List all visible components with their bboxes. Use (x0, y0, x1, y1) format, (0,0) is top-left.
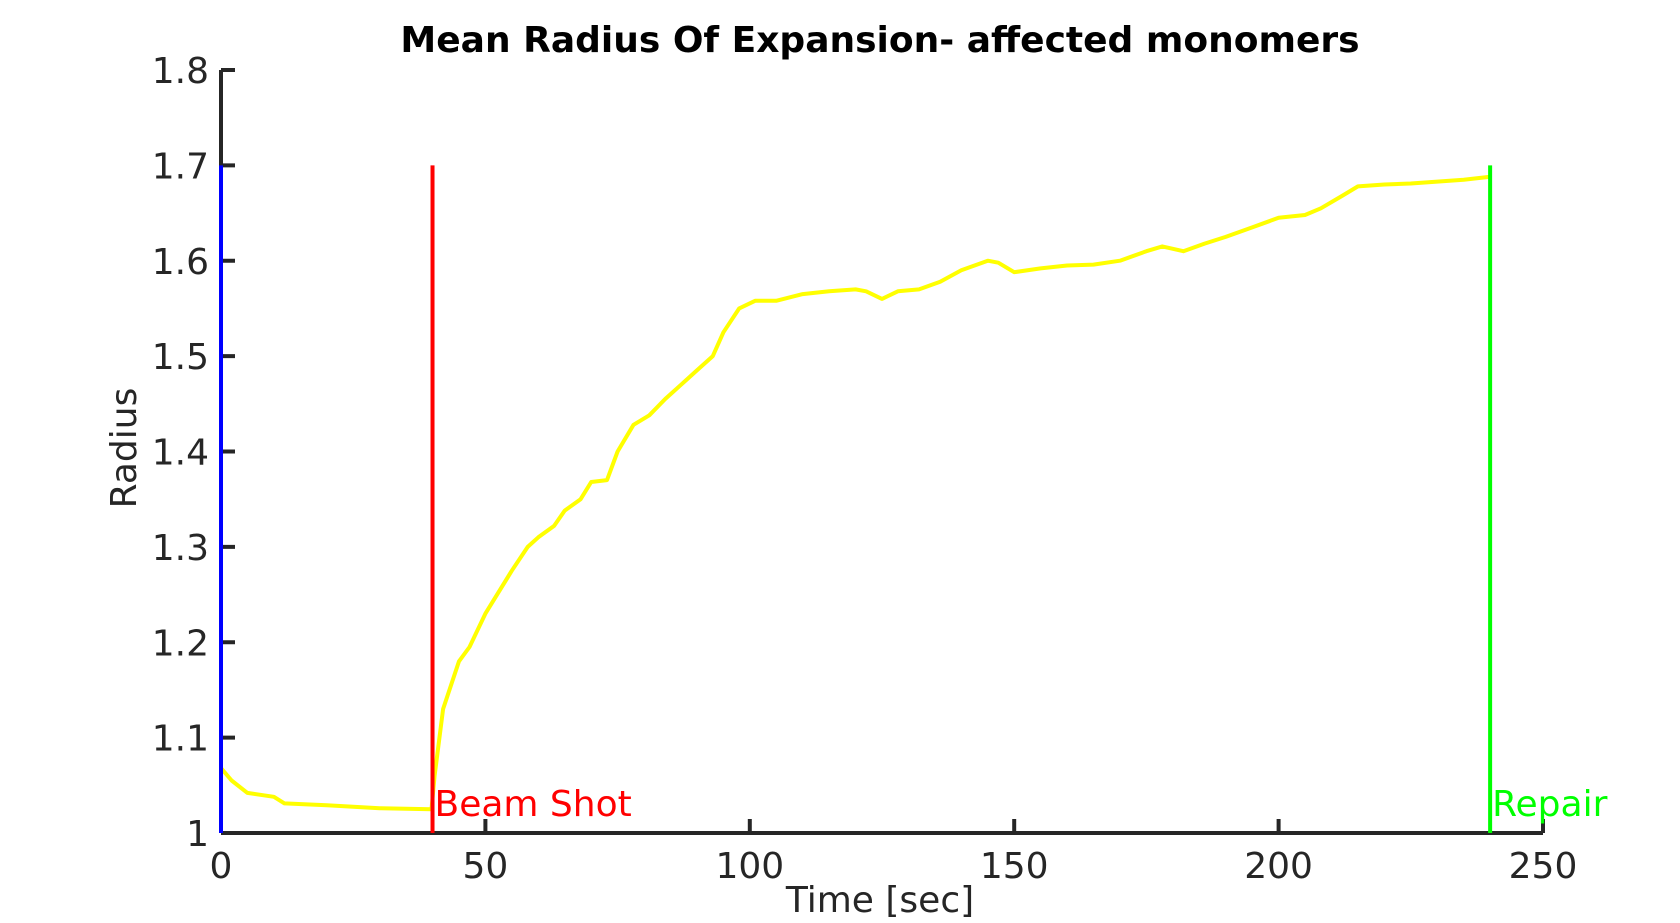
x-tick-label: 200 (1244, 846, 1313, 887)
x-tick-label: 50 (462, 846, 508, 887)
event-label: Repair (1492, 784, 1607, 825)
x-tick-label: 100 (715, 846, 784, 887)
series-line (219, 174, 1491, 812)
y-tick-label: 1.8 (152, 51, 209, 92)
y-tick-label: 1.5 (152, 337, 209, 378)
plot-area: Beam Shot Repair (219, 165, 1608, 833)
y-axis-label: Radius (104, 388, 145, 509)
y-tick-label: 1.2 (152, 623, 209, 664)
x-tick-label: 250 (1509, 846, 1578, 887)
x-tick-label: 150 (980, 846, 1049, 887)
y-tick-label: 1.7 (152, 146, 209, 187)
y-tick-label: 1.1 (152, 719, 209, 760)
y-tick-label: 1.3 (152, 528, 209, 569)
y-tick-label: 1.6 (152, 242, 209, 283)
y-tick-label: 1 (186, 814, 209, 855)
y-tick-label: 1.4 (152, 433, 209, 474)
event-label: Beam Shot (435, 784, 632, 825)
chart-title: Mean Radius Of Expansion- affected monom… (400, 20, 1359, 61)
axes: 0 50 100 150 200 250 1 1.1 1.2 1.3 1.4 1.5 1.6 1.7 1.8 (152, 51, 1578, 887)
x-axis-label: Time [sec] (785, 880, 974, 921)
x-tick-label: 0 (210, 846, 233, 887)
